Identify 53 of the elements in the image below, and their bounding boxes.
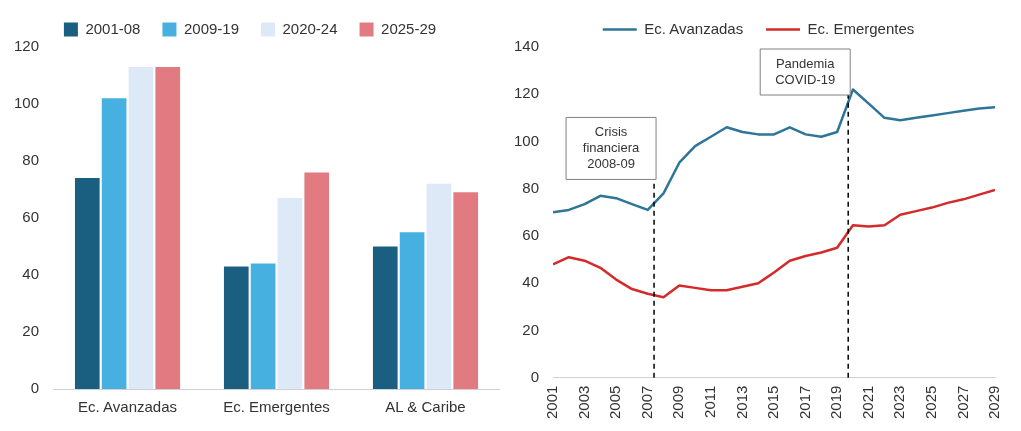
y-tick-label: 0 <box>530 367 540 385</box>
x-tick-label: 2027 <box>953 385 971 420</box>
bar <box>250 263 276 389</box>
bar <box>155 66 181 389</box>
x-tick-label: AL & Caribe <box>385 398 466 416</box>
y-tick-label: 40 <box>522 273 540 291</box>
y-tick-label: 100 <box>14 94 40 112</box>
legend-label: 2009-19 <box>183 19 240 37</box>
bar <box>426 183 452 389</box>
x-tick-label: 2025 <box>922 385 939 420</box>
bar <box>277 198 303 389</box>
x-tick-label: 2013 <box>732 385 750 420</box>
y-tick-label: 120 <box>14 37 40 55</box>
x-tick-label: 2019 <box>827 385 845 420</box>
bar <box>128 66 154 389</box>
x-tick-label: 2021 <box>858 385 876 420</box>
bar <box>74 178 100 389</box>
y-tick-label: 100 <box>514 131 540 149</box>
y-tick-label: 60 <box>522 226 540 244</box>
y-tick-label: 140 <box>514 37 540 55</box>
x-tick-label: Ec. Emergentes <box>223 398 330 416</box>
y-tick-label: 80 <box>522 178 540 196</box>
bar <box>453 192 479 389</box>
y-tick-label: 80 <box>22 151 40 169</box>
y-tick-label: 20 <box>22 322 40 340</box>
y-tick-label: 20 <box>522 320 540 338</box>
bar <box>399 232 425 389</box>
y-tick-label: 40 <box>22 265 40 283</box>
x-tick-label: 2005 <box>606 385 624 420</box>
x-tick-label: Ec. Avanzadas <box>78 398 178 416</box>
x-tick-label: 2001 <box>543 385 561 420</box>
bar <box>101 98 127 389</box>
y-tick-label: 60 <box>22 208 40 226</box>
ref-line-label: Pandemia COVID-19 <box>775 55 836 87</box>
y-tick-label: 0 <box>30 379 40 397</box>
x-tick-label: 2029 <box>985 385 1003 420</box>
x-tick-label: 2011 <box>701 385 719 418</box>
ref-line-label: Crisis financiera 2008-09 <box>582 124 640 171</box>
bar <box>304 172 330 389</box>
legend-label: 2001-08 <box>85 19 141 37</box>
legend-label: 2025-29 <box>381 19 437 37</box>
legend-label: Ec. Avanzadas <box>644 19 744 37</box>
legend-label: Ec. Emergentes <box>807 19 915 37</box>
bar <box>223 266 249 389</box>
x-tick-label: 2017 <box>795 385 813 420</box>
x-tick-label: 2015 <box>764 385 782 420</box>
bar <box>372 246 398 389</box>
x-tick-label: 2007 <box>637 385 655 420</box>
x-tick-label: 2023 <box>890 385 908 420</box>
x-tick-label: 2009 <box>669 385 687 420</box>
y-tick-label: 120 <box>514 84 540 102</box>
x-tick-label: 2003 <box>574 385 592 420</box>
legend-label: 2020-24 <box>282 19 338 37</box>
